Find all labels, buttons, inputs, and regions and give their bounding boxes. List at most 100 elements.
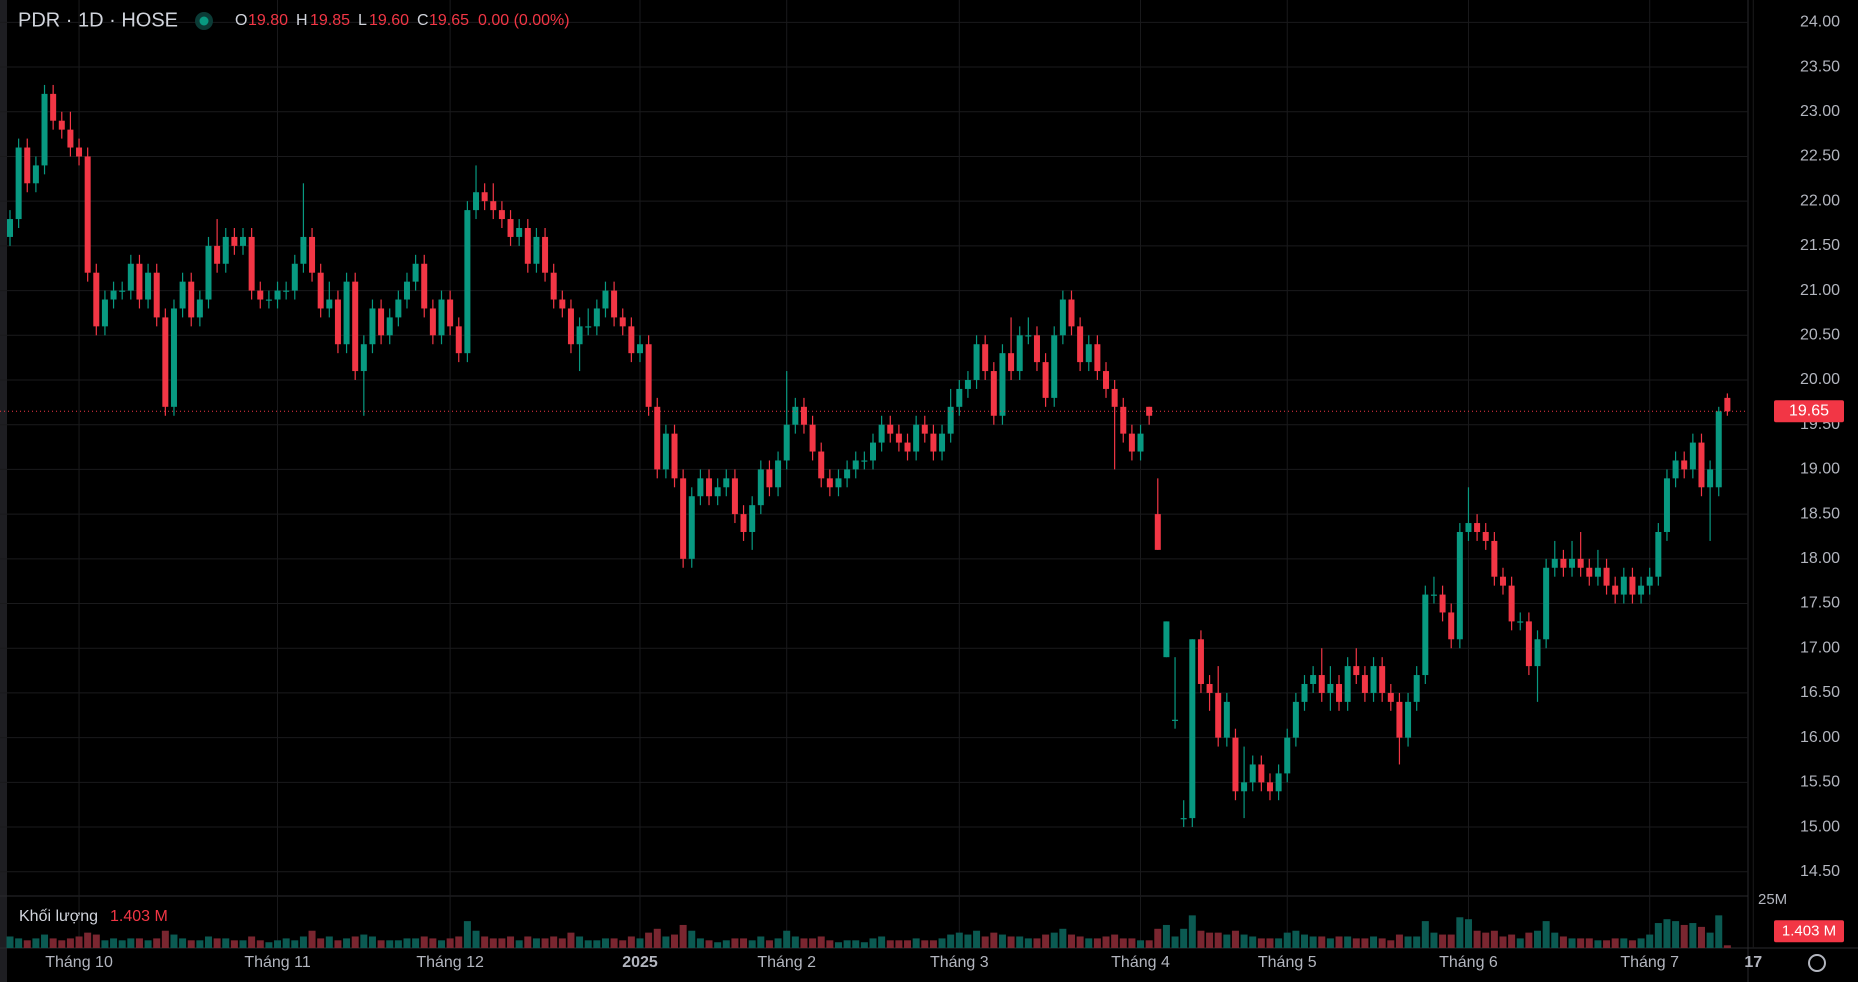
candle-body — [369, 308, 376, 345]
candle-body — [58, 120, 65, 130]
candle-body — [1629, 576, 1636, 595]
volume-bar — [1352, 938, 1360, 948]
volume-bar — [15, 938, 23, 948]
volume-bar — [23, 940, 31, 948]
candle-body — [1172, 719, 1179, 721]
volume-bar — [1024, 938, 1032, 948]
legend: PDR · 1D · HOSE O 19.80 H 19.85 L 19.60 … — [18, 9, 570, 31]
candle-body — [913, 424, 920, 452]
volume-bar — [420, 936, 428, 948]
candle-body — [248, 236, 255, 291]
candle-body — [1120, 406, 1127, 434]
volume-bar — [1413, 936, 1421, 948]
volume-bar — [6, 936, 14, 948]
volume-bar — [722, 940, 730, 948]
volume-bar — [412, 938, 420, 948]
volume-bar — [256, 940, 264, 948]
volume-bar — [1188, 915, 1196, 948]
volume-bar — [101, 940, 109, 948]
candle-body — [1534, 639, 1541, 667]
candle-body — [1033, 335, 1040, 363]
candle-body — [1249, 764, 1256, 783]
candle-body — [222, 236, 229, 264]
volume-bar — [1076, 936, 1084, 948]
volume-bar — [1447, 934, 1455, 948]
candle-body — [1474, 523, 1481, 532]
volume-bar — [757, 936, 765, 948]
candle-body — [516, 227, 523, 237]
volume-bar — [429, 938, 437, 948]
candle-body — [1422, 594, 1429, 676]
candle-body — [887, 424, 894, 434]
volume-bar — [455, 936, 463, 948]
volume-bar — [1180, 928, 1188, 948]
x-tick-label: Tháng 2 — [757, 954, 816, 971]
candle-body — [1180, 818, 1187, 820]
volume-bar — [1585, 938, 1593, 948]
candle-body — [481, 192, 488, 202]
candle-body — [654, 406, 661, 470]
volume-bar — [1361, 938, 1369, 948]
candle-body — [1284, 737, 1291, 774]
candle-body — [300, 236, 307, 264]
candle-body — [1482, 531, 1489, 541]
candle-body — [1085, 344, 1092, 363]
volume-bar — [998, 934, 1006, 948]
candle-body — [343, 281, 350, 345]
volume-bar — [1680, 924, 1688, 948]
volume-bar — [368, 936, 376, 948]
candle-body — [1551, 558, 1558, 568]
candle-body — [990, 371, 997, 416]
candle-body — [7, 219, 13, 237]
candle-body — [999, 353, 1006, 416]
candle-body — [1051, 335, 1058, 398]
candle-body — [757, 469, 764, 506]
volume-bar — [291, 940, 299, 948]
candle-body — [749, 505, 756, 532]
candle-body — [1292, 701, 1299, 738]
candle-body — [895, 433, 902, 443]
settings-icon[interactable] — [1808, 954, 1826, 972]
volume-bar — [377, 940, 385, 948]
volume-bar — [360, 934, 368, 948]
volume-bar — [1318, 936, 1326, 948]
volume-bar — [955, 932, 963, 948]
volume-bar — [843, 940, 851, 948]
volume-bar — [826, 940, 834, 948]
volume-bar — [308, 930, 316, 948]
candle-body — [697, 478, 704, 497]
volume-bar — [170, 934, 178, 948]
volume-bar — [498, 938, 506, 948]
volume-bar — [248, 936, 256, 948]
candle-body — [110, 290, 117, 300]
volume-bar — [688, 930, 696, 948]
candle-body — [1405, 701, 1412, 738]
volume-bar — [1464, 919, 1472, 948]
last-volume-tag — [1774, 920, 1844, 943]
y-tick-label: 19.00 — [1800, 461, 1840, 478]
volume-bar — [1370, 936, 1378, 948]
candle-body — [559, 299, 566, 309]
candle-body — [1543, 567, 1550, 640]
candle-body — [1525, 621, 1532, 667]
volume-bar — [662, 936, 670, 948]
candle-body — [386, 317, 393, 336]
candle-body — [671, 433, 678, 479]
volume-bar — [1093, 938, 1101, 948]
volume-bar — [1128, 938, 1136, 948]
candle-body — [1111, 388, 1118, 407]
candle-body — [1258, 764, 1265, 783]
candle-body — [611, 290, 618, 318]
candle-body — [464, 210, 471, 354]
candle-body — [1232, 737, 1239, 792]
candle-body — [636, 344, 643, 354]
volume-bar — [489, 938, 497, 948]
candle-body — [1353, 666, 1360, 676]
candle-body — [1594, 567, 1601, 577]
volume-bar — [541, 938, 549, 948]
candle-body — [170, 308, 177, 407]
volume-bar — [351, 936, 359, 948]
candle-body — [792, 406, 799, 425]
volume-bar — [265, 942, 273, 948]
